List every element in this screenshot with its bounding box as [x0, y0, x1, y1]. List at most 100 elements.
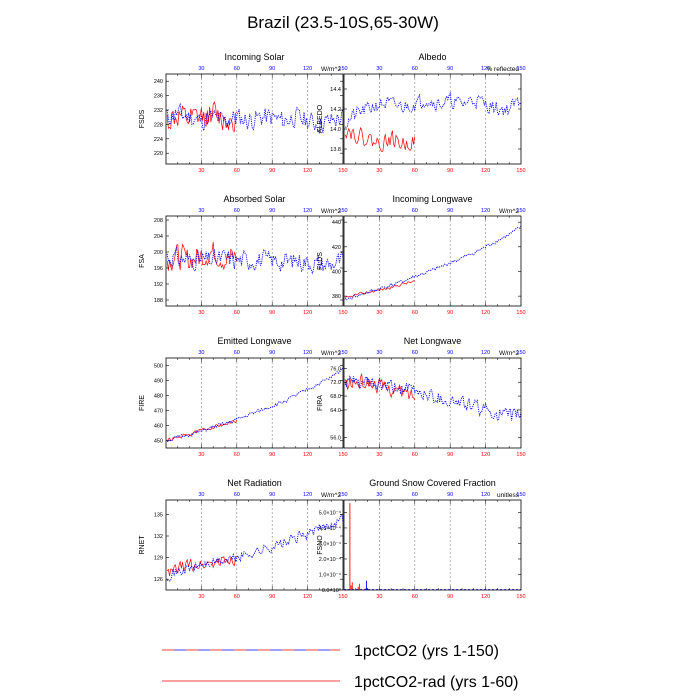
y-tick-label: 200	[154, 250, 163, 256]
y-axis-label: FIRA	[317, 395, 324, 411]
legend: 1pctCO2 (yrs 1-150) 1pctCO2-rad (yrs 1-6…	[162, 643, 519, 691]
y-tick-label: 208	[154, 218, 163, 224]
x-tick-label-bottom: 30	[376, 594, 382, 600]
y-tick-label: 228	[154, 122, 163, 128]
x-tick-label-bottom: 150	[516, 594, 525, 600]
y-tick-label: 14.0	[330, 127, 341, 133]
y-tick-label: 135	[154, 512, 163, 518]
x-tick-label-bottom: 30	[376, 310, 382, 316]
x-tick-label-bottom: 30	[198, 310, 204, 316]
y-tick-label: 68.0	[330, 394, 341, 400]
x-tick-label-bottom: 90	[269, 168, 275, 174]
x-tick-label-bottom: 150	[338, 168, 347, 174]
series-1pctCO2-rad-line	[166, 101, 238, 132]
y-tick-label: 72.0	[330, 380, 341, 386]
panel-title: Incoming Longwave	[392, 194, 472, 204]
x-tick-label-bottom: 120	[481, 168, 490, 174]
x-tick-label-top: 30	[376, 208, 382, 214]
panel-albedo: Albedo % reflected ALBEDO 13.8 14.0 14.2 14.4 3…	[317, 52, 526, 174]
x-tick-label-bottom: 60	[234, 168, 240, 174]
y-tick-label: 64.0	[330, 408, 341, 414]
x-tick-label-bottom: 120	[303, 594, 312, 600]
y-tick-label: 56.0	[330, 436, 341, 442]
panel-title: Incoming Solar	[224, 52, 284, 62]
x-tick-label-bottom: 30	[198, 452, 204, 458]
y-tick-label: 14.4	[330, 87, 341, 93]
y-tick-label: 132	[154, 534, 163, 540]
y-tick-label: 4.0×10⁻⁴	[319, 525, 342, 532]
y-tick-label: 500	[154, 364, 163, 370]
plot-frame	[343, 499, 522, 591]
series-1pctCO2-line	[166, 247, 343, 275]
x-tick-label-bottom: 150	[516, 310, 525, 316]
x-tick-label-top: 150	[516, 208, 525, 214]
y-tick-label: 470	[154, 409, 163, 415]
y-tick-label: 220	[154, 151, 163, 157]
x-tick-label-top: 30	[376, 350, 382, 356]
y-tick-label: 400	[332, 269, 341, 275]
x-tick-label-bottom: 90	[447, 452, 453, 458]
y-tick-label: 13.8	[330, 147, 341, 153]
x-tick-label-top: 150	[338, 66, 347, 72]
x-tick-label-bottom: 120	[303, 452, 312, 458]
y-tick-label: 76.0	[330, 366, 341, 372]
series-1pctCO2-rad-line	[166, 242, 238, 272]
plot-frame	[343, 215, 522, 307]
panel-fira: Net Longwave W/m^2 FIRA 56.0 64.0 68.0 72.0 76.…	[317, 336, 526, 458]
y-tick-label: 0.0×10⁰	[322, 587, 342, 594]
series-1pctCO2-line	[166, 513, 343, 582]
x-tick-label-top: 150	[338, 208, 347, 214]
x-tick-label-bottom: 150	[516, 452, 525, 458]
x-tick-label-bottom: 150	[338, 452, 347, 458]
y-axis-label: FSA	[139, 254, 146, 268]
x-tick-label-bottom: 120	[481, 452, 490, 458]
x-tick-label-top: 30	[198, 350, 204, 356]
x-tick-label-bottom: 90	[447, 594, 453, 600]
x-tick-label-bottom: 30	[198, 594, 204, 600]
x-tick-label-top: 120	[303, 350, 312, 356]
x-tick-label-bottom: 150	[338, 310, 347, 316]
series-1pctCO2-line	[345, 91, 521, 128]
series-1pctCO2-line	[166, 367, 343, 443]
x-tick-label-bottom: 60	[234, 594, 240, 600]
x-tick-label-bottom: 90	[269, 310, 275, 316]
y-tick-label: 5.0×10⁻⁴	[319, 509, 342, 516]
units-label: W/m^2	[499, 208, 519, 215]
series-1pctCO2-line	[344, 225, 521, 301]
y-tick-label: 240	[154, 79, 163, 85]
x-tick-label-top: 60	[234, 350, 240, 356]
y-tick-label: 232	[154, 108, 163, 114]
series-1pctCO2-rad-line	[166, 419, 238, 442]
x-tick-label-bottom: 150	[516, 168, 525, 174]
panel-title: Absorbed Solar	[223, 194, 285, 204]
y-axis-label: FLDS	[317, 252, 324, 270]
y-tick-label: 420	[332, 245, 341, 251]
y-tick-label: 188	[154, 298, 163, 304]
series-1pctCO2-rad-line	[344, 126, 416, 153]
y-tick-label: 440	[332, 220, 341, 226]
panel-title: Net Radiation	[227, 478, 282, 488]
x-tick-label-top: 90	[447, 492, 453, 498]
legend-label-1pctCO2: 1pctCO2 (yrs 1-150)	[354, 643, 499, 660]
x-tick-label-top: 90	[269, 66, 275, 72]
x-tick-label-top: 30	[198, 66, 204, 72]
y-tick-label: 2.0×10⁻⁴	[319, 556, 342, 563]
x-tick-label-bottom: 30	[376, 452, 382, 458]
y-tick-label: 3.0×10⁻⁴	[319, 540, 342, 547]
plot-frame	[165, 73, 344, 165]
x-tick-label-bottom: 120	[303, 310, 312, 316]
x-tick-label-bottom: 90	[447, 310, 453, 316]
y-tick-label: 129	[154, 556, 163, 562]
x-tick-label-top: 90	[447, 66, 453, 72]
x-tick-label-top: 90	[447, 350, 453, 356]
series-1pctCO2-rad-line	[166, 555, 237, 577]
panel-fsa: Absorbed Solar W/m^2 FSA 188 192 196 200 204 208…	[139, 194, 348, 316]
panel-title: Albedo	[418, 52, 446, 62]
x-tick-label-top: 60	[412, 66, 418, 72]
units-label: % reflected	[486, 66, 519, 73]
x-tick-label-top: 150	[338, 492, 347, 498]
x-tick-label-top: 60	[234, 208, 240, 214]
x-tick-label-bottom: 60	[412, 310, 418, 316]
